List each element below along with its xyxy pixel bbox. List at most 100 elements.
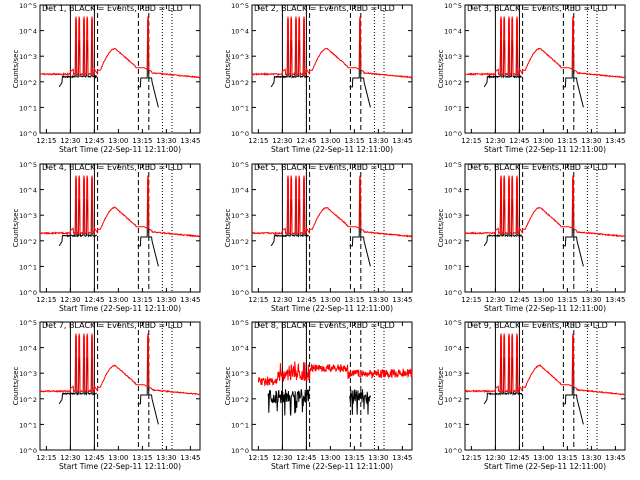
panel-det-6: Det 6, BLACK = Events, RED = LLD 12:15 12:…: [437, 161, 626, 313]
plot-frame: [464, 321, 626, 451]
y-tick-label: 10^2: [444, 238, 462, 246]
y-tick-label: 10^0: [19, 447, 37, 455]
series-lld-line: [39, 175, 201, 238]
x-tick-label: 13:45: [392, 137, 412, 145]
series-events-line: [58, 40, 159, 108]
x-axis-label: Start Time (22-Sep-11 12:11:00): [271, 462, 393, 471]
x-axis-label: Start Time (22-Sep-11 12:11:00): [59, 145, 181, 154]
x-tick-label: 12:15: [36, 137, 56, 145]
y-tick-label: 10^3: [19, 53, 37, 61]
y-tick-label: 10^1: [19, 421, 37, 429]
y-tick-label: 10^1: [231, 263, 249, 271]
y-axis-label: Counts/sec: [437, 50, 445, 89]
y-tick-label: 10^3: [19, 370, 37, 378]
x-axis-label: Start Time (22-Sep-11 12:11:00): [271, 145, 393, 154]
x-tick-label: 13:15: [557, 296, 577, 304]
panel-det-2: Det 2, BLACK = Events, RED = LLD 12:15 12:…: [224, 2, 413, 154]
y-tick-label: 10^0: [444, 447, 462, 455]
x-tick-label: 13:15: [132, 454, 152, 462]
panel-det-5: Det 5, BLACK = Events, RED = LLD 12:15 12:…: [224, 161, 413, 313]
y-tick-label: 10^1: [19, 263, 37, 271]
x-tick-label: 12:45: [84, 454, 104, 462]
series-events-line: [483, 357, 584, 425]
y-tick-label: 10^4: [19, 28, 37, 36]
series-events-line: [58, 199, 159, 267]
x-tick-label: 12:15: [461, 296, 481, 304]
panel-det-7: Det 7, BLACK = Events, RED = LLD 12:15 12:…: [12, 319, 201, 471]
y-tick-label: 10^4: [444, 187, 462, 195]
series-events-line: [483, 199, 584, 267]
x-tick-label: 13:30: [368, 296, 388, 304]
chart-title: Det 4, BLACK = Events, RED = LLD: [42, 163, 183, 172]
plot-frame: [39, 163, 201, 293]
x-axis-label: Start Time (22-Sep-11 12:11:00): [59, 462, 181, 471]
y-tick-label: 10^2: [231, 238, 249, 246]
y-tick-label: 10^4: [231, 345, 249, 353]
x-tick-label: 12:45: [84, 137, 104, 145]
y-axis-label: Counts/sec: [12, 209, 20, 248]
chart-title: Det 7, BLACK = Events, RED = LLD: [42, 321, 183, 330]
y-tick-label: 10^3: [231, 53, 249, 61]
series-lld-line: [39, 16, 201, 79]
x-tick-label: 12:45: [296, 454, 316, 462]
x-axis-label: Start Time (22-Sep-11 12:11:00): [484, 462, 606, 471]
x-tick-label: 13:45: [392, 454, 412, 462]
panel-det-8: Det 8, BLACK = Events, RED = LLD 12:15 12:…: [224, 319, 413, 471]
x-tick-label: 13:45: [180, 137, 200, 145]
x-tick-label: 13:30: [156, 296, 176, 304]
plot-frame: [464, 163, 626, 293]
x-tick-label: 13:45: [180, 296, 200, 304]
x-tick-label: 12:15: [248, 454, 268, 462]
x-tick-label: 12:45: [509, 454, 529, 462]
x-tick-label: 13:30: [581, 296, 601, 304]
y-tick-label: 10^5: [444, 319, 462, 327]
x-tick-label: 12:15: [36, 454, 56, 462]
x-axis-label: Start Time (22-Sep-11 12:11:00): [484, 145, 606, 154]
x-tick-label: 13:45: [392, 296, 412, 304]
y-tick-label: 10^3: [19, 212, 37, 220]
x-tick-label: 12:30: [485, 137, 505, 145]
y-axis-label: Counts/sec: [437, 209, 445, 248]
x-axis-label: Start Time (22-Sep-11 12:11:00): [271, 304, 393, 313]
panel-det-9: Det 9, BLACK = Events, RED = LLD 12:15 12:…: [437, 319, 626, 471]
x-tick-label: 12:45: [84, 296, 104, 304]
y-tick-label: 10^4: [231, 187, 249, 195]
chart-title: Det 8, BLACK = Events, RED = LLD: [254, 321, 395, 330]
x-tick-label: 13:00: [108, 454, 128, 462]
x-axis-label: Start Time (22-Sep-11 12:11:00): [59, 304, 181, 313]
series-lld-line: [257, 361, 413, 387]
x-tick-label: 13:30: [156, 137, 176, 145]
x-tick-label: 13:00: [320, 454, 340, 462]
y-tick-label: 10^3: [444, 53, 462, 61]
x-tick-label: 12:45: [296, 137, 316, 145]
y-tick-label: 10^1: [444, 104, 462, 112]
x-tick-label: 13:15: [344, 296, 364, 304]
plot-frame: [464, 4, 626, 134]
y-tick-label: 10^4: [19, 187, 37, 195]
x-tick-label: 13:00: [320, 296, 340, 304]
x-tick-label: 12:30: [485, 296, 505, 304]
y-tick-label: 10^2: [19, 238, 37, 246]
plot-frame: [39, 4, 201, 134]
y-tick-label: 10^2: [19, 396, 37, 404]
x-tick-label: 13:15: [132, 137, 152, 145]
y-axis-label: Counts/sec: [12, 50, 20, 89]
x-tick-label: 13:00: [533, 454, 553, 462]
y-tick-label: 10^5: [231, 319, 249, 327]
y-tick-label: 10^5: [19, 2, 37, 10]
y-axis-label: Counts/sec: [224, 209, 232, 248]
series-lld-line: [464, 16, 625, 79]
x-tick-label: 13:30: [368, 137, 388, 145]
series-lld-line: [464, 175, 626, 238]
x-tick-label: 12:30: [60, 454, 80, 462]
y-axis-label: Counts/sec: [437, 367, 445, 406]
x-tick-label: 12:45: [509, 137, 529, 145]
chart-title: Det 2, BLACK = Events, RED = LLD: [254, 4, 395, 13]
x-tick-label: 13:15: [132, 296, 152, 304]
y-tick-label: 10^0: [231, 289, 249, 297]
y-tick-label: 10^2: [231, 396, 249, 404]
y-tick-label: 10^2: [444, 79, 462, 87]
x-tick-label: 12:30: [272, 454, 292, 462]
y-tick-label: 10^3: [444, 212, 462, 220]
